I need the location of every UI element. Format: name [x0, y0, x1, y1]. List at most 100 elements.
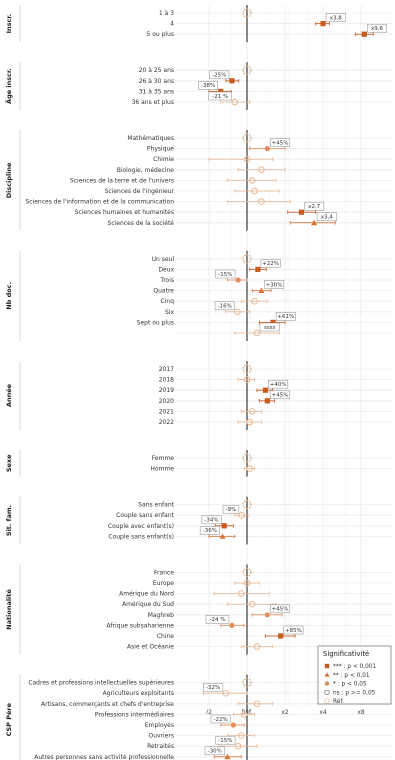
point-estimate — [253, 329, 261, 337]
row-label: 2022 — [159, 419, 174, 426]
annotation-box — [270, 604, 291, 614]
row-label: 26 à 30 ans — [139, 78, 174, 85]
annotation-text: -38% — [201, 83, 215, 89]
point-estimate — [361, 31, 367, 37]
row-label: 2017 — [159, 366, 174, 373]
annotation-text: -36% — [203, 528, 217, 534]
row-label: Afrique subsaharienne — [107, 622, 175, 629]
point-estimate — [255, 266, 261, 272]
reference-marker — [242, 453, 252, 463]
annotation-text: x3,8 — [330, 15, 343, 21]
row-label: 36 ans et plus — [132, 99, 174, 106]
row-label: Physique — [147, 146, 174, 153]
row-label: Couple avec enfant(s) — [108, 523, 174, 530]
row-label: Quatre — [153, 288, 174, 295]
reference-marker — [242, 254, 252, 264]
row-label: Biologie, médecine — [117, 167, 175, 174]
legend-box — [317, 645, 392, 705]
point-estimate — [246, 418, 253, 426]
annotation-text: +85% — [285, 628, 302, 634]
annotation-box — [367, 23, 387, 33]
point-estimate — [238, 511, 246, 519]
group-label: Discipline — [5, 162, 13, 198]
row-label: Employés — [145, 722, 174, 729]
reference-marker — [242, 500, 252, 510]
annotation-text: -15% — [218, 738, 232, 744]
annotation-text: -30% — [208, 749, 222, 755]
point-estimate — [278, 633, 284, 639]
reference-marker — [242, 133, 252, 143]
row-label: Ouvriers — [149, 733, 175, 740]
point-estimate — [253, 643, 261, 650]
point-estimate — [235, 277, 241, 283]
row-label: Couple sans enfant — [116, 512, 174, 519]
row-label: Sciences de l'ingénieur — [105, 188, 175, 195]
row-label: Homme — [150, 466, 174, 473]
annotation-box — [283, 625, 304, 635]
group-label: Sexe — [5, 454, 13, 472]
group-label: Nb doc. — [5, 282, 13, 310]
point-estimate — [264, 612, 270, 618]
point-estimate — [219, 533, 226, 539]
row-label: Chimie — [153, 156, 174, 163]
annotation-box — [222, 504, 240, 514]
row-label: Maghreb — [148, 612, 174, 619]
point-estimate — [240, 711, 248, 718]
row-label: Sans enfant — [138, 502, 174, 509]
row-label: Cadres et professions intellectuelles su… — [28, 680, 174, 687]
annotation-box — [203, 682, 224, 692]
point-estimate — [218, 88, 224, 94]
annotation-box — [275, 312, 296, 321]
point-estimate — [243, 376, 251, 383]
annotation-text: -25% — [212, 73, 226, 79]
x-tick-label: x8 — [357, 709, 365, 716]
annotation-box — [208, 91, 233, 101]
row-label: Trois — [159, 277, 174, 284]
point-estimate — [264, 398, 270, 404]
point-estimate — [229, 78, 235, 84]
point-estimate — [253, 700, 261, 708]
annotation-text: x9,6 — [371, 26, 384, 32]
group-label: Sit. fam. — [5, 505, 13, 536]
annotation-box — [201, 515, 222, 525]
legend-label: ns : p >= 0,05 — [333, 690, 376, 696]
annotation-text: x2,7 — [308, 204, 321, 210]
annotation-box — [260, 259, 281, 268]
point-estimate — [237, 590, 245, 597]
row-label: Un seul — [152, 256, 175, 263]
annotation-text: -16% — [218, 304, 232, 310]
annotation-box — [209, 70, 230, 80]
annotation-box — [268, 379, 289, 389]
row-label: Mathématiques — [127, 135, 174, 142]
point-estimate — [270, 319, 276, 325]
point-estimate — [222, 689, 230, 697]
row-label: Retraités — [147, 743, 174, 750]
x-tick-label: x2 — [281, 709, 289, 716]
row-label: Amérique du Sud — [122, 601, 174, 608]
annotation-box — [316, 212, 337, 222]
annotation-box — [215, 269, 236, 279]
point-estimate — [230, 722, 236, 728]
row-label: 31 à 35 ans — [139, 88, 174, 95]
point-estimate — [234, 308, 241, 316]
row-label: Sept ou plus — [137, 319, 174, 326]
point-estimate — [243, 579, 251, 587]
legend-label: Réf. — [333, 698, 344, 705]
row-label: France — [154, 569, 174, 576]
annotation-text: -15% — [218, 272, 232, 278]
x-tick-label: /2 — [206, 709, 212, 716]
annotation-text: ssss — [264, 325, 276, 331]
point-estimate — [248, 600, 256, 608]
row-label: Asie et Océanie — [127, 644, 174, 651]
x-tick-label: x4 — [319, 709, 327, 716]
row-label: 2020 — [159, 398, 174, 405]
row-label: 2018 — [159, 377, 174, 384]
row-label: Femme — [152, 455, 175, 462]
annotation-box — [214, 301, 235, 311]
point-estimate — [248, 177, 256, 184]
row-label: 5 ou plus — [146, 31, 174, 38]
group-label: Âge inscr. — [4, 68, 13, 104]
annotation-box — [325, 13, 346, 22]
legend-symbol — [324, 672, 330, 677]
group-label: Année — [5, 383, 13, 407]
